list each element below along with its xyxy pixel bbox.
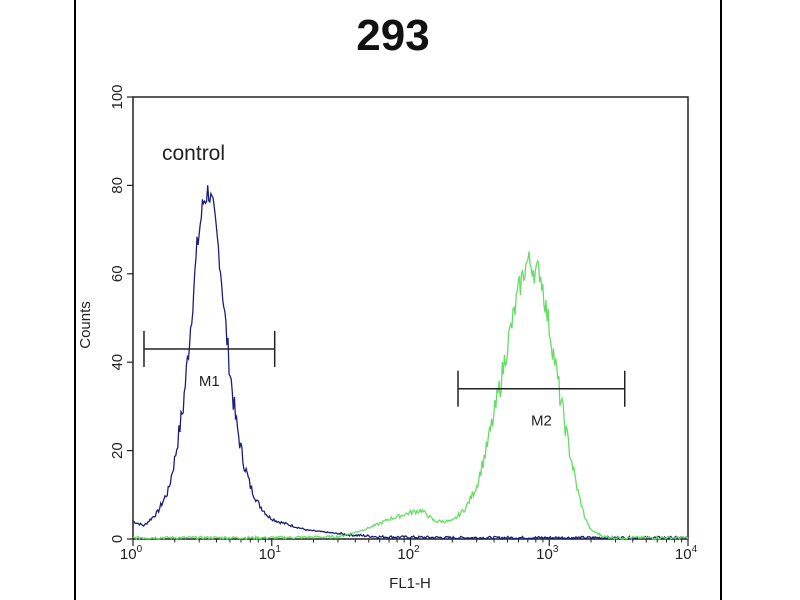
chart-frame bbox=[74, 0, 722, 600]
y-axis: 0 20 40 60 80 100 bbox=[109, 84, 133, 543]
control-annotation: control bbox=[162, 142, 225, 165]
y-tick-label: 100 bbox=[109, 84, 126, 109]
y-axis-label: Counts bbox=[77, 301, 94, 349]
x-axis-label: FL1-H bbox=[389, 575, 431, 592]
chart-title: 293 bbox=[356, 11, 429, 60]
x-tick-label: 100 bbox=[120, 544, 143, 563]
x-tick-label: 104 bbox=[675, 544, 698, 563]
x-tick-label: 103 bbox=[536, 544, 559, 563]
y-tick-label: 0 bbox=[109, 535, 126, 543]
y-tick-label: 80 bbox=[109, 177, 126, 194]
series-group bbox=[132, 185, 689, 541]
marker-group: M1 M2 bbox=[143, 330, 626, 430]
x-tick-label: 102 bbox=[397, 544, 420, 563]
y-tick-label: 40 bbox=[109, 354, 126, 371]
y-tick-label: 60 bbox=[109, 265, 126, 282]
y-tick-label: 20 bbox=[109, 442, 126, 459]
marker-label: M1 bbox=[199, 373, 220, 390]
marker-label: M2 bbox=[531, 413, 552, 430]
x-axis: 100 101 102 103 104 bbox=[120, 539, 698, 563]
series-line-1 bbox=[132, 185, 689, 541]
x-tick-label: 101 bbox=[259, 544, 282, 563]
series-line-2 bbox=[132, 251, 689, 541]
